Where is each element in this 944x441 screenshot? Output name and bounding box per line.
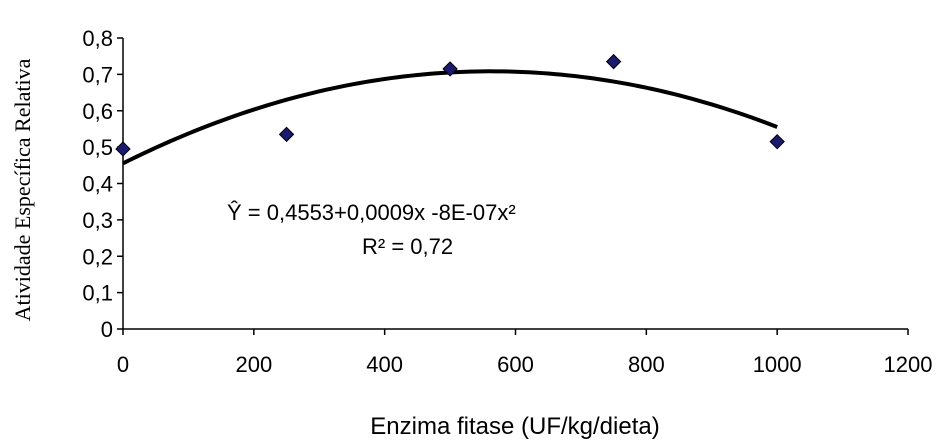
y-tick-label: 0,1 <box>82 281 113 306</box>
data-point <box>769 133 785 150</box>
y-axis-label: Atividade Específica Relativa <box>10 58 35 321</box>
x-tick-label: 1200 <box>884 352 933 377</box>
x-tick-label: 400 <box>366 352 403 377</box>
y-tick-label: 0,2 <box>82 244 113 269</box>
y-tick-label: 0 <box>101 317 113 342</box>
x-tick-label: 0 <box>117 352 129 377</box>
y-tick-label: 0,3 <box>82 208 113 233</box>
trendline <box>122 69 778 166</box>
equation-annotation: Ŷ = 0,4553+0,0009x -8E-07x² <box>227 200 516 225</box>
trendline-group <box>122 69 778 166</box>
data-point <box>115 141 131 157</box>
x-tick-label: 200 <box>235 352 272 377</box>
data-points <box>115 53 785 157</box>
r-squared-annotation: R² = 0,72 <box>362 234 453 259</box>
y-tick-label: 0,4 <box>82 172 113 197</box>
y-tick-label: 0,7 <box>82 62 113 87</box>
data-point <box>605 53 622 70</box>
x-tick-label: 1000 <box>753 352 802 377</box>
y-tick-label: 0,5 <box>82 135 113 160</box>
data-point <box>442 61 458 77</box>
data-point <box>278 126 295 143</box>
x-axis-label: Enzima fitase (UF/kg/dieta) <box>370 413 659 440</box>
x-tick-label: 600 <box>497 352 534 377</box>
y-tick-label: 0,6 <box>82 99 113 124</box>
y-tick-label: 0,8 <box>82 26 113 51</box>
tick-labels: 0 0,1 0,2 0,3 0,4 0,5 0,6 0,7 0,8 0 200 400 600 800 10… <box>82 26 932 377</box>
axes <box>117 37 909 335</box>
x-tick-label: 800 <box>628 352 665 377</box>
